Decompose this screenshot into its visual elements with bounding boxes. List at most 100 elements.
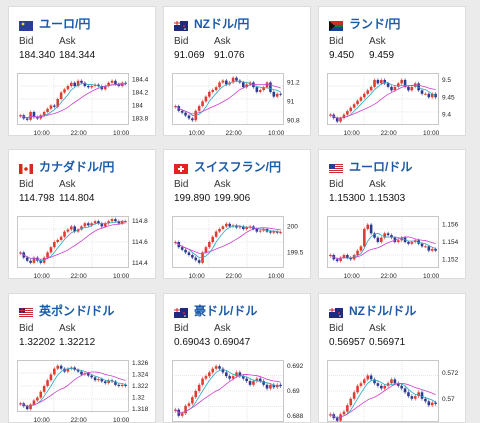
candle-body bbox=[187, 252, 191, 255]
candle-body bbox=[76, 229, 80, 232]
rate-card[interactable]: 英ポンド/ドル Bid Ask 1.32202 1.32212 1.326 1.324 1.3… bbox=[8, 293, 156, 423]
candle-body bbox=[400, 385, 403, 389]
chart-area: 0.572 0.57 bbox=[327, 360, 459, 422]
bid-value: 1.15300 bbox=[329, 193, 366, 204]
candle-body bbox=[180, 247, 184, 250]
rate-card[interactable]: スイスフラン/円 Bid Ask 199.890 199.906 200 199.5 10:0… bbox=[163, 149, 311, 279]
candle-body bbox=[262, 381, 265, 385]
candle-body bbox=[107, 380, 110, 384]
ma-short-line bbox=[175, 369, 281, 414]
rate-card[interactable]: 豪ドル/ドル Bid Ask 0.69043 0.69047 0.692 0.69 0.688 bbox=[163, 293, 311, 423]
candle-body bbox=[110, 219, 114, 222]
candle-body bbox=[238, 372, 242, 377]
ma-long-line bbox=[20, 371, 126, 407]
candle-body bbox=[114, 80, 117, 85]
card-header[interactable]: ランド/円 bbox=[329, 15, 400, 31]
card-header[interactable]: 英ポンド/ドル bbox=[19, 302, 114, 318]
x-tick-label: 22:00 bbox=[70, 417, 87, 423]
candle-body bbox=[352, 392, 356, 399]
y-tick-label: 1.154 bbox=[442, 239, 459, 246]
ask-label: Ask bbox=[59, 323, 76, 334]
candle-body bbox=[66, 86, 70, 90]
bid-label: Bid bbox=[174, 179, 189, 190]
candle-body bbox=[103, 381, 107, 384]
candle-body bbox=[272, 384, 276, 388]
candle-body bbox=[59, 92, 63, 99]
currency-pair-title[interactable]: ユーロ/円 bbox=[39, 16, 91, 31]
candle-body bbox=[420, 90, 424, 94]
candle-body bbox=[339, 414, 342, 421]
rate-card[interactable]: ランド/円 Bid Ask 9.450 9.459 9.5 9.45 9.4 10:00 22:0… bbox=[318, 6, 466, 136]
candle-body bbox=[258, 230, 262, 232]
y-tick-label: 0.688 bbox=[287, 413, 304, 420]
candle-body bbox=[66, 368, 70, 372]
currency-pair-title[interactable]: 豪ドル/ドル bbox=[194, 303, 258, 318]
currency-pair-title[interactable]: スイスフラン/円 bbox=[194, 159, 281, 174]
candle-body bbox=[396, 240, 400, 242]
candle-body bbox=[204, 96, 208, 102]
eu-us-flag-icon bbox=[329, 161, 343, 174]
candle-body bbox=[204, 376, 208, 379]
candle-body bbox=[369, 224, 373, 234]
bid-value: 9.450 bbox=[329, 50, 355, 61]
candle-body bbox=[90, 86, 93, 88]
currency-pair-title[interactable]: NZドル/ドル bbox=[349, 303, 417, 318]
candle-body bbox=[255, 87, 259, 92]
rate-card[interactable]: カナダドル/円 Bid Ask 114.798 114.804 114.8 114.6 114… bbox=[8, 149, 156, 279]
bid-label: Bid bbox=[329, 179, 344, 190]
candle-body bbox=[221, 368, 225, 373]
currency-pair-title[interactable]: カナダドル/円 bbox=[39, 159, 115, 174]
candle-body bbox=[407, 242, 410, 244]
candle-body bbox=[238, 226, 242, 228]
card-header[interactable]: ユーロ/円 bbox=[19, 15, 90, 31]
rate-card[interactable]: ユーロ/円 Bid Ask 184.340 184.344 184.4 184.2 184 18… bbox=[8, 6, 156, 136]
card-header[interactable]: カナダドル/円 bbox=[19, 158, 114, 174]
card-header[interactable]: 豪ドル/ドル bbox=[174, 302, 257, 318]
rate-card[interactable]: NZドル/円 Bid Ask 91.069 91.076 91.2 91 90.8 10:00 2… bbox=[163, 6, 311, 136]
currency-pair-title[interactable]: ランド/円 bbox=[349, 16, 401, 31]
currency-pair-title[interactable]: 英ポンド/ドル bbox=[39, 303, 115, 318]
candle-body bbox=[373, 233, 376, 238]
ma-long-line bbox=[20, 222, 126, 260]
card-header[interactable]: ユーロ/ドル bbox=[329, 158, 412, 174]
ch-flag-icon bbox=[174, 161, 188, 174]
candle-body bbox=[80, 80, 83, 83]
candle-body bbox=[349, 107, 353, 112]
rate-chart: 0.572 0.57 bbox=[327, 360, 459, 422]
candle-body bbox=[214, 366, 218, 369]
ma-long-line bbox=[175, 374, 281, 414]
x-tick-label: 10:00 bbox=[343, 273, 360, 279]
candle-body bbox=[29, 260, 32, 263]
bid-label: Bid bbox=[19, 323, 34, 334]
card-header[interactable]: スイスフラン/円 bbox=[174, 158, 281, 174]
candle-body bbox=[269, 231, 272, 233]
candle-body bbox=[70, 82, 73, 86]
candle-body bbox=[103, 223, 107, 227]
y-tick-label: 184.2 bbox=[132, 90, 149, 97]
nz-us-flag-icon bbox=[329, 305, 343, 318]
ma-long-line bbox=[175, 83, 281, 115]
candle-body bbox=[410, 86, 414, 91]
candle-body bbox=[120, 221, 124, 224]
chart-area: 114.8 114.6 114.4 10:00 22:00 10:00 bbox=[17, 216, 149, 278]
candle-body bbox=[83, 223, 87, 227]
currency-pair-title[interactable]: ユーロ/ドル bbox=[349, 159, 413, 174]
candle-body bbox=[335, 118, 339, 122]
card-header[interactable]: NZドル/円 bbox=[174, 15, 249, 31]
candle-body bbox=[46, 380, 49, 386]
currency-pair-title[interactable]: NZドル/円 bbox=[194, 16, 250, 31]
rate-card[interactable]: ユーロ/ドル Bid Ask 1.15300 1.15303 1.156 1.154 1.15… bbox=[318, 149, 466, 279]
candle-body bbox=[225, 223, 228, 227]
candle-body bbox=[107, 82, 110, 86]
candle-body bbox=[403, 388, 407, 393]
candle-body bbox=[225, 80, 228, 85]
ask-value: 0.69047 bbox=[214, 337, 251, 348]
x-tick-label: 22:00 bbox=[380, 273, 397, 279]
card-header[interactable]: NZドル/ドル bbox=[329, 302, 416, 318]
candle-body bbox=[346, 111, 349, 115]
rate-card[interactable]: NZドル/ドル Bid Ask 0.56957 0.56971 0.572 0.57 bbox=[318, 293, 466, 423]
x-tick-label: 10:00 bbox=[423, 130, 440, 136]
candle-body bbox=[120, 384, 124, 386]
candle-body bbox=[66, 229, 70, 232]
